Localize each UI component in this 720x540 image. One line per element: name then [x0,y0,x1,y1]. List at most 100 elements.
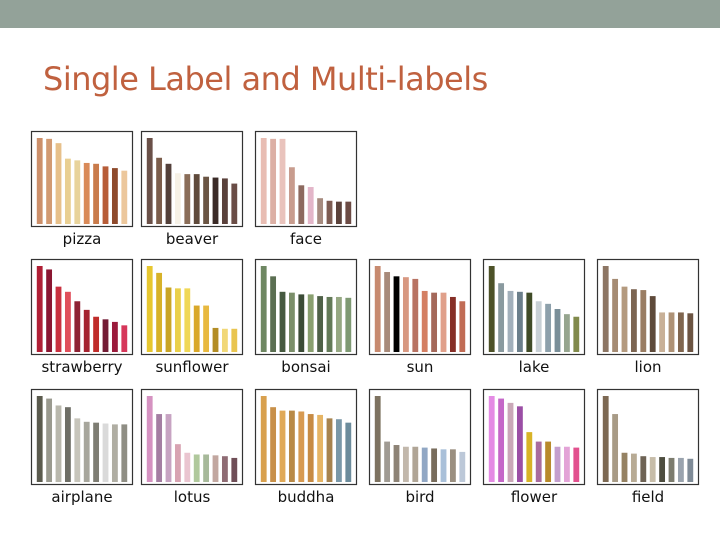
color-bar [36,138,43,224]
color-bar [393,276,400,352]
color-bar [203,305,210,352]
color-bar [659,457,666,482]
color-bar [498,283,505,352]
color-bar [146,138,153,224]
color-bar [563,314,570,352]
color-bar [602,396,609,482]
color-bar [431,448,438,482]
color-bar [668,312,675,352]
color-bar [64,158,71,224]
color-bar [221,328,228,352]
histogram-panel-lion: lion [596,258,700,378]
color-bar [193,305,200,352]
color-bar [55,143,62,224]
color-bar [111,321,118,352]
color-bar [621,286,628,352]
color-bar [640,290,647,352]
color-bar [184,288,191,352]
color-bar [412,278,419,352]
color-bar [270,407,277,482]
color-bar [55,405,62,482]
color-bar [602,266,609,352]
color-bar [677,312,684,352]
panel-label: sunflower [155,358,229,376]
color-bar [83,421,90,482]
panel-label: bird [405,488,435,506]
color-bar [231,183,238,224]
color-bar [111,424,118,482]
histogram-strawberry [30,258,134,356]
color-bar [431,292,438,352]
panel-label: face [290,230,322,248]
histogram-flower [482,388,586,486]
color-bar [421,290,428,352]
panel-label: airplane [51,488,113,506]
color-bar [563,446,570,482]
color-bar [174,173,181,224]
histogram-panel-pizza: pizza [30,130,134,250]
histogram-lake [482,258,586,356]
color-bar [449,296,456,352]
color-bar [345,422,352,482]
color-bar [288,167,295,224]
color-bar [488,396,495,482]
panel-label: field [631,488,665,506]
color-bar [270,276,277,352]
histogram-panel-sunflower: sunflower [140,258,244,378]
histogram-lotus [140,388,244,486]
color-bar [554,446,561,482]
color-bar [231,328,238,352]
color-bar [440,449,447,482]
histogram-pizza [30,130,134,228]
color-bar [421,447,428,482]
color-bar [526,432,533,482]
color-bar [516,291,523,352]
color-bar [156,272,163,352]
color-bar [630,453,637,482]
color-bar [102,166,109,224]
color-bar [83,162,90,224]
color-bar [668,457,675,482]
color-bar [640,456,647,482]
histogram-beaver [140,130,244,228]
color-bar [36,396,43,482]
color-bar [545,303,552,352]
color-bar [46,398,53,482]
color-bar [573,316,580,352]
color-bar [612,414,619,482]
color-bar [498,398,505,482]
histogram-panel-lotus: lotus [140,388,244,508]
histogram-panel-bonsai: bonsai [254,258,358,378]
color-bar [260,138,267,224]
color-bar [279,291,286,352]
color-bar [46,269,53,352]
color-bar [46,138,53,224]
slide-title: Single Label and Multi-labels [43,60,488,98]
color-bar [93,316,100,352]
color-bar [102,423,109,482]
color-bar [165,414,172,482]
color-bar [326,418,333,482]
color-bar [545,441,552,482]
color-bar [102,319,109,352]
color-bar [317,198,324,224]
color-bar [212,327,219,352]
histogram-panel-face: face [254,130,358,250]
color-bar [184,452,191,482]
color-bar [317,414,324,482]
color-bar [677,457,684,482]
color-bar [270,138,277,224]
color-bar [221,456,228,482]
color-bar [307,414,314,482]
color-bar [573,447,580,482]
panel-label: lion [634,358,662,376]
color-bar [384,441,391,482]
histogram-field [596,388,700,486]
color-bar [649,457,656,482]
panel-label: pizza [62,230,102,248]
color-bar [687,458,694,482]
color-bar [203,454,210,482]
color-bar [412,446,419,482]
histogram-panel-strawberry: strawberry [30,258,134,378]
color-bar [146,266,153,352]
